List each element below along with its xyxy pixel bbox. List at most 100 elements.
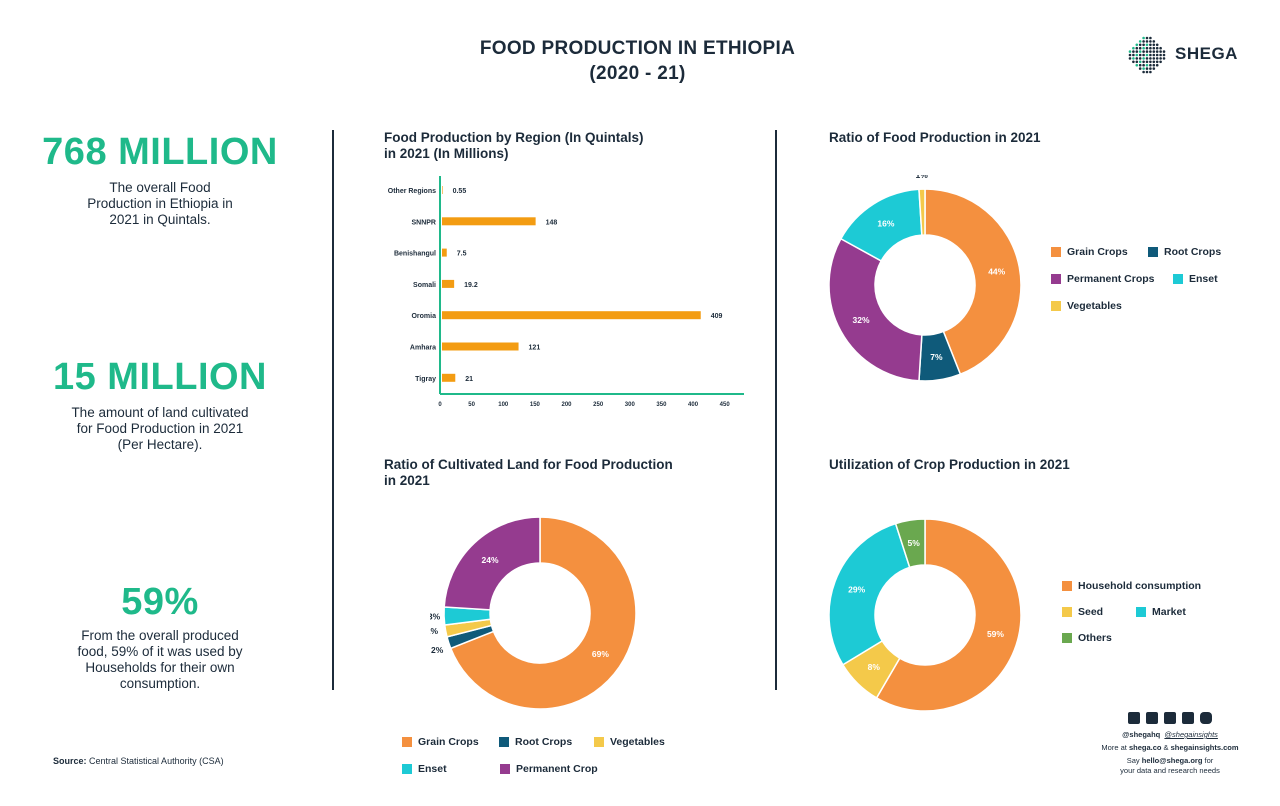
legend-item: Permanent Crop bbox=[500, 763, 598, 775]
logo-dot bbox=[1142, 43, 1145, 47]
stat-production-desc-line: 2021 in Quintals. bbox=[109, 212, 211, 227]
logo-dot bbox=[1145, 57, 1149, 60]
logo-dot bbox=[1132, 57, 1135, 60]
title-line-2: (2020 - 21) bbox=[589, 63, 686, 84]
logo-dot bbox=[1149, 40, 1152, 43]
x-tick-label: 450 bbox=[720, 402, 731, 408]
stat-land-value: 15 MILLION bbox=[52, 356, 268, 398]
legend-item: Vegetables bbox=[594, 736, 665, 748]
logo-dot bbox=[1135, 57, 1139, 60]
x-tick-label: 200 bbox=[562, 402, 573, 408]
logo-dot bbox=[1142, 46, 1145, 50]
slice-value-label: 32% bbox=[853, 315, 870, 325]
page-title: FOOD PRODUCTION IN ETHIOPIA (2020 - 21) bbox=[0, 36, 1275, 86]
logo-dot bbox=[1159, 60, 1162, 64]
legend-swatch bbox=[1173, 274, 1183, 284]
logo-dot bbox=[1152, 60, 1156, 64]
donut-slice bbox=[443, 516, 541, 611]
stat-household-desc-line: consumption. bbox=[119, 676, 201, 691]
legend-item: Grain Crops bbox=[1051, 246, 1128, 258]
logo-dot bbox=[1142, 60, 1145, 64]
x-tick-label: 350 bbox=[656, 402, 667, 408]
instagram-icon[interactable] bbox=[1200, 712, 1212, 724]
link-shegainsights[interactable]: shegainsights.com bbox=[1170, 743, 1239, 752]
legend-swatch bbox=[594, 737, 604, 747]
slice-value-label: 3% bbox=[430, 611, 441, 621]
slice-value-label: 24% bbox=[482, 555, 499, 565]
bar bbox=[442, 217, 536, 226]
handles: @shegahq @shegainsights bbox=[1090, 730, 1250, 740]
legend-swatch bbox=[1062, 581, 1072, 591]
social-block: @shegahq @shegainsights More at shega.co… bbox=[1090, 712, 1250, 776]
logo-dot bbox=[1159, 46, 1162, 50]
logo-dot bbox=[1155, 60, 1159, 64]
handle-shegainsights[interactable]: @shegainsights bbox=[1164, 730, 1218, 739]
legend-swatch bbox=[1136, 607, 1146, 617]
email-link[interactable]: hello@shega.org bbox=[1141, 756, 1203, 765]
legend-label: Grain Crops bbox=[418, 736, 479, 748]
bar bbox=[442, 311, 701, 320]
legend-label: Enset bbox=[418, 763, 447, 775]
facebook-icon[interactable] bbox=[1128, 712, 1140, 724]
stat-household-desc-line: Households for their own bbox=[85, 660, 235, 675]
stat-household-desc: From the overall produced food, 59% of i… bbox=[20, 628, 300, 692]
source-label: Source: bbox=[53, 756, 87, 766]
legend-swatch bbox=[1051, 274, 1061, 284]
say-hello: Say hello@shega.org for bbox=[1090, 756, 1250, 766]
bar-value-label: 0.55 bbox=[453, 188, 467, 195]
legend-item: Household consumption bbox=[1062, 580, 1201, 592]
slice-value-label: 16% bbox=[877, 218, 894, 228]
logo-dot bbox=[1145, 43, 1149, 47]
logo-dot bbox=[1145, 36, 1149, 40]
land-ratio-title-line: in 2021 bbox=[384, 473, 430, 488]
link-shega-co[interactable]: shega.co bbox=[1128, 743, 1162, 752]
x-tick-label: 50 bbox=[468, 402, 475, 408]
logo-dot bbox=[1159, 57, 1162, 60]
donut-slice bbox=[449, 516, 637, 710]
logo-dot bbox=[1155, 50, 1159, 53]
logo-dot bbox=[1149, 63, 1152, 67]
x-tick-label: 150 bbox=[530, 402, 541, 408]
legend-swatch bbox=[1051, 301, 1061, 311]
bar bbox=[442, 186, 443, 194]
stat-land-desc-line: The amount of land cultivated bbox=[71, 405, 249, 420]
legend-item: Root Crops bbox=[499, 736, 572, 748]
telegram-icon[interactable] bbox=[1182, 712, 1194, 724]
bar bbox=[442, 342, 519, 351]
logo-dot bbox=[1152, 53, 1156, 57]
legend-swatch bbox=[402, 764, 412, 774]
donut-slice bbox=[924, 188, 1022, 376]
logo-dot bbox=[1142, 70, 1145, 74]
x-tick-label: 300 bbox=[625, 402, 636, 408]
legend-swatch bbox=[500, 764, 510, 774]
legend-item: Vegetables bbox=[1051, 300, 1122, 312]
logo-dot bbox=[1149, 46, 1152, 50]
bar bbox=[442, 248, 447, 257]
stat-production-desc: The overall Food Production in Ethiopia … bbox=[20, 180, 300, 228]
source-text: Central Statistical Authority (CSA) bbox=[89, 756, 224, 766]
x-tick-label: 0 bbox=[438, 402, 442, 408]
logo-dot bbox=[1145, 70, 1149, 74]
twitter-icon[interactable] bbox=[1146, 712, 1158, 724]
social-icons bbox=[1090, 712, 1250, 724]
legend-item: Market bbox=[1136, 606, 1186, 618]
legend-item: Enset bbox=[402, 763, 447, 775]
legend-item: Seed bbox=[1062, 606, 1103, 618]
logo-dot bbox=[1142, 50, 1145, 53]
logo-dot bbox=[1138, 53, 1142, 57]
handle-shegahq[interactable]: @shegahq bbox=[1122, 730, 1161, 739]
bar bbox=[442, 373, 456, 382]
stat-production: 768 MILLION The overall Food Production … bbox=[20, 130, 300, 228]
legend-swatch bbox=[499, 737, 509, 747]
logo-dot bbox=[1135, 63, 1139, 67]
donut-slice bbox=[828, 522, 911, 666]
logo-dot bbox=[1152, 63, 1156, 67]
logo-dot bbox=[1145, 40, 1149, 43]
slice-value-label: 29% bbox=[848, 584, 865, 594]
stat-land-desc-line: (Per Hectare). bbox=[117, 437, 203, 452]
linkedin-icon[interactable] bbox=[1164, 712, 1176, 724]
slice-value-label: 8% bbox=[868, 662, 881, 672]
logo-dot bbox=[1162, 57, 1166, 60]
logo-dot bbox=[1132, 46, 1135, 50]
x-tick-label: 400 bbox=[688, 402, 699, 408]
